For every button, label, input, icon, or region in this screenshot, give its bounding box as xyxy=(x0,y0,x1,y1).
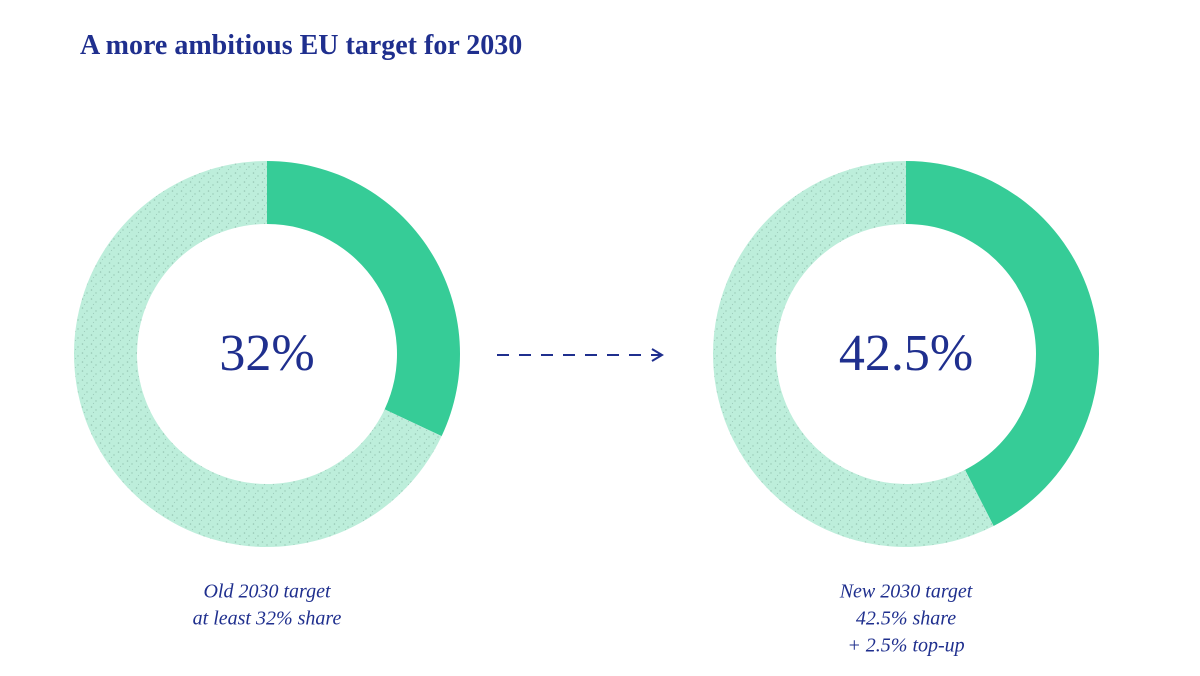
segment-texture xyxy=(73,161,442,547)
caption: 42.5% share xyxy=(856,608,956,630)
center-label: 42.5% xyxy=(839,325,973,382)
center-label: 32% xyxy=(219,325,314,382)
donut-segment xyxy=(267,161,460,437)
title: A more ambitious EU target for 2030 xyxy=(80,30,522,61)
caption: at least 32% share xyxy=(193,608,342,630)
segment-texture xyxy=(713,161,994,547)
arrow xyxy=(497,348,664,362)
caption: Old 2030 target xyxy=(203,581,330,603)
donut-segment xyxy=(906,161,1099,526)
caption: + 2.5% top-up xyxy=(847,635,964,657)
caption: New 2030 target xyxy=(839,581,973,603)
